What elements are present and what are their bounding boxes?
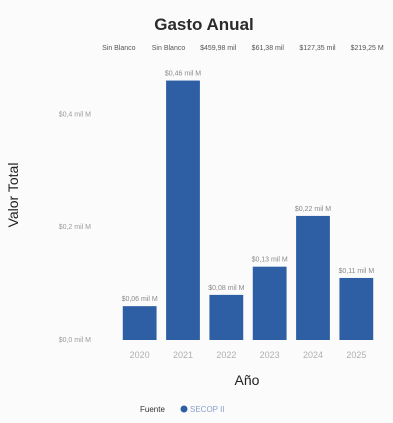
top-label: $459,98 mil bbox=[200, 45, 237, 52]
y-tick-label: $0,0 mil M bbox=[59, 337, 91, 344]
top-labels-row: Sin Blanco Sin Blanco $459,98 mil $61,38 mi… bbox=[102, 45, 384, 52]
data-label-2025: $0,11 mil M bbox=[338, 268, 374, 275]
top-label: $219,25 M bbox=[351, 45, 384, 52]
top-label: Sin Blanco bbox=[152, 45, 186, 52]
top-label: $61,38 mil bbox=[252, 45, 285, 52]
legend: Fuente SECOP II bbox=[140, 405, 225, 414]
bar-2020[interactable] bbox=[122, 306, 157, 340]
y-tick-label: $0,4 mil M bbox=[59, 111, 91, 118]
data-label-2022: $0,08 mil M bbox=[208, 285, 244, 292]
x-tick-label: 2024 bbox=[303, 350, 323, 360]
data-label-2020: $0,06 mil M bbox=[122, 296, 158, 303]
chart-title: Gasto Anual bbox=[154, 15, 254, 34]
y-axis-title: Valor Total bbox=[5, 163, 21, 228]
data-label-2023: $0,13 mil M bbox=[252, 257, 288, 264]
x-tick-label: 2025 bbox=[346, 350, 366, 360]
data-labels-group: $0,06 mil M $0,46 mil M $0,08 mil M $0,13 m… bbox=[122, 71, 375, 304]
data-label-2021: $0,46 mil M bbox=[165, 71, 201, 78]
x-axis-title: Año bbox=[235, 372, 260, 388]
top-label: $127,35 mil bbox=[299, 45, 336, 52]
x-tick-label: 2021 bbox=[173, 350, 193, 360]
bars-group bbox=[122, 80, 374, 340]
y-tick-label: $0,2 mil M bbox=[59, 224, 91, 231]
x-tick-label: 2022 bbox=[216, 350, 236, 360]
bar-2023[interactable] bbox=[252, 266, 287, 340]
bar-2021[interactable] bbox=[166, 80, 200, 340]
top-label: Sin Blanco bbox=[102, 45, 136, 52]
legend-title: Fuente bbox=[140, 405, 165, 414]
bar-2024[interactable] bbox=[296, 215, 330, 340]
bar-2025[interactable] bbox=[339, 277, 374, 340]
x-tick-label: 2023 bbox=[260, 350, 280, 360]
y-axis: $0,0 mil M $0,2 mil M $0,4 mil M bbox=[59, 111, 91, 344]
bar-2022[interactable] bbox=[209, 294, 244, 340]
legend-marker-secop bbox=[180, 405, 188, 413]
legend-item-secop: SECOP II bbox=[190, 405, 225, 414]
x-axis: 2020 2021 2022 2023 2024 2025 bbox=[130, 350, 367, 360]
data-label-2024: $0,22 mil M bbox=[295, 206, 331, 213]
x-tick-label: 2020 bbox=[130, 350, 150, 360]
